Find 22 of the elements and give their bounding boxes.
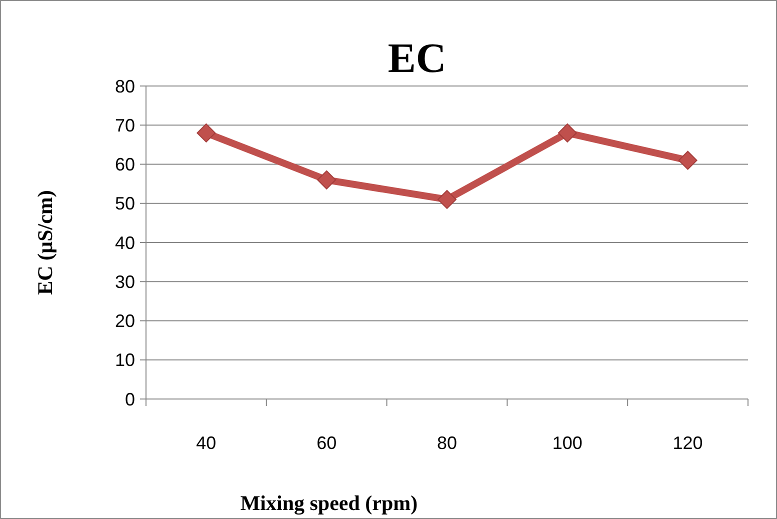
x-tick-label: 80 — [436, 433, 458, 453]
point — [678, 150, 698, 170]
y-tick-label: 0 — [124, 389, 135, 410]
y-tick-label: 20 — [114, 311, 135, 332]
x-axis-title: Mixing speed (rpm) — [240, 491, 418, 515]
x-tick-label: 40 — [196, 433, 216, 453]
y-tick-label: 10 — [114, 350, 135, 370]
y-tick-label: 80 — [114, 76, 135, 96]
x-tick-label: 60 — [316, 433, 337, 453]
y-tick-label: 70 — [114, 115, 135, 136]
y-tick-label: 60 — [114, 154, 135, 175]
x-tick-label: 120 — [672, 433, 703, 453]
point — [196, 123, 216, 142]
y-tick-label: 40 — [114, 232, 135, 253]
y-tick-label: 50 — [114, 194, 135, 214]
chart-title: EC — [388, 36, 446, 82]
point — [558, 123, 577, 142]
y-axis-title: EC (µS/cm) — [33, 190, 57, 295]
point — [438, 190, 456, 209]
x-tick-label: 100 — [552, 433, 582, 453]
point — [317, 170, 336, 190]
y-tick-label: 30 — [114, 272, 135, 292]
